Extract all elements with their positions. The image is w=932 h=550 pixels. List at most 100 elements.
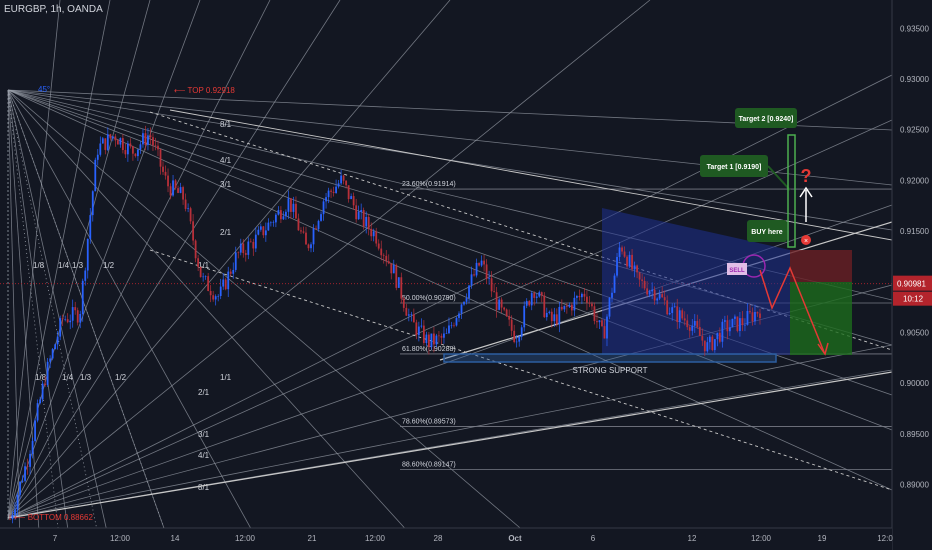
candle-body-1 xyxy=(11,515,14,520)
candle-body-137 xyxy=(352,196,355,206)
candle-body-259 xyxy=(658,294,661,299)
time-axis-background xyxy=(0,528,892,550)
candle-body-100 xyxy=(259,226,262,230)
fan-label-bottom-4: 8/1 xyxy=(198,483,210,492)
candle-body-209 xyxy=(533,293,536,298)
candle-body-263 xyxy=(668,312,671,315)
candle-body-221 xyxy=(563,305,566,310)
candle-body-272 xyxy=(691,325,694,331)
candle-body-9 xyxy=(31,440,34,454)
candle-body-38 xyxy=(104,138,107,150)
fan-line-bottom-8 xyxy=(7,74,893,519)
candle-body-136 xyxy=(350,196,353,200)
candle-body-106 xyxy=(274,214,277,223)
candlestick-series xyxy=(9,125,761,524)
candle-body-143 xyxy=(367,216,370,229)
candle-body-150 xyxy=(385,255,388,262)
candle-body-201 xyxy=(513,330,516,343)
candle-body-198 xyxy=(505,309,508,317)
fan-label-left-3: 1/2 xyxy=(103,261,115,270)
countdown-tag xyxy=(893,291,932,306)
target1-label: Target 1 [0.9190] xyxy=(707,164,762,171)
candle-body-121 xyxy=(312,228,315,245)
candle-body-195 xyxy=(498,299,501,310)
target2-label: Target 2 [0.9240] xyxy=(739,116,794,123)
countdown-label: 10:12 xyxy=(903,295,924,304)
candle-body-120 xyxy=(310,244,312,249)
candle-body-36 xyxy=(99,143,102,155)
candle-body-50 xyxy=(134,153,137,157)
candle-body-225 xyxy=(573,297,576,311)
candle-body-268 xyxy=(681,310,684,319)
candle-body-191 xyxy=(488,278,490,279)
candle-body-252 xyxy=(641,279,644,281)
candle-body-3 xyxy=(16,494,19,510)
candle-body-165 xyxy=(422,325,425,344)
candle-body-229 xyxy=(583,293,586,297)
candle-body-242 xyxy=(616,256,618,276)
candle-body-74 xyxy=(194,240,197,259)
candle-body-99 xyxy=(257,229,260,235)
candle-body-181 xyxy=(463,301,465,305)
candle-body-197 xyxy=(503,307,506,310)
candle-body-163 xyxy=(417,326,420,336)
candle-body-212 xyxy=(540,292,543,296)
fan-label-lower-3: 1/2 xyxy=(115,373,127,382)
candle-body-45 xyxy=(121,138,124,150)
price-tick-8: 0.89000 xyxy=(900,481,929,490)
candle-body-162 xyxy=(415,322,418,336)
candle-body-188 xyxy=(480,260,483,266)
candle-body-235 xyxy=(598,320,601,323)
price-tick-7: 0.89500 xyxy=(900,430,929,439)
candle-body-254 xyxy=(646,288,649,295)
candle-body-214 xyxy=(545,312,548,318)
candle-body-52 xyxy=(139,144,142,150)
candle-body-224 xyxy=(570,304,573,311)
candle-body-60 xyxy=(159,149,162,167)
time-tick-12: 12:0 xyxy=(877,534,893,543)
time-tick-7: Oct xyxy=(508,534,522,543)
candle-body-238 xyxy=(606,316,608,339)
candle-body-42 xyxy=(114,136,117,141)
candle-body-117 xyxy=(302,231,305,233)
candle-body-260 xyxy=(661,294,664,298)
candle-body-57 xyxy=(152,137,154,146)
candle-body-287 xyxy=(728,327,731,332)
candle-body-151 xyxy=(387,261,390,264)
candle-body-104 xyxy=(269,222,272,224)
fan-label-top-0: 8/1 xyxy=(220,120,232,129)
fan-label-top-2: 3/1 xyxy=(220,180,232,189)
candle-body-129 xyxy=(332,191,335,193)
candle-body-169 xyxy=(433,333,435,345)
candle-body-135 xyxy=(347,185,350,200)
candle-body-101 xyxy=(262,226,265,236)
candle-body-43 xyxy=(116,140,119,145)
candle-body-113 xyxy=(292,203,295,212)
candle-body-262 xyxy=(666,300,669,315)
candle-body-155 xyxy=(397,277,400,288)
candle-body-159 xyxy=(407,314,410,316)
candle-body-210 xyxy=(535,296,538,298)
gann-fan: 45°1/8 1/4 1/3 1/21/8 1/4 1/3 1/28/14/13/12/11… xyxy=(7,0,893,546)
candle-body-166 xyxy=(425,334,428,344)
candle-body-258 xyxy=(656,298,659,301)
candle-body-284 xyxy=(721,321,724,342)
candle-body-64 xyxy=(169,186,172,196)
candle-body-6 xyxy=(24,466,26,481)
candle-body-90 xyxy=(234,252,237,270)
candle-body-187 xyxy=(478,262,480,266)
candle-body-91 xyxy=(237,252,240,254)
candle-body-275 xyxy=(698,326,701,337)
candle-body-274 xyxy=(696,320,699,327)
fan-line-top-8 xyxy=(7,89,541,546)
time-tick-8: 6 xyxy=(591,534,596,543)
candle-body-2 xyxy=(14,509,16,516)
candle-body-146 xyxy=(375,231,378,244)
candle-body-182 xyxy=(465,298,468,302)
candle-body-184 xyxy=(470,274,473,286)
candle-body-227 xyxy=(578,295,581,298)
candle-body-205 xyxy=(523,305,526,328)
fan-line-bottom-7 xyxy=(7,0,651,519)
candle-body-228 xyxy=(581,293,583,298)
